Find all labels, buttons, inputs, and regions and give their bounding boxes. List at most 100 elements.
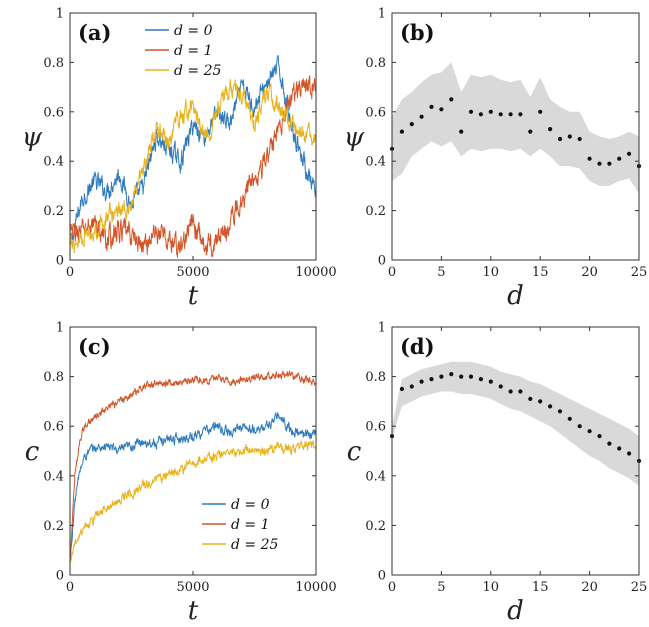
x-tick-label: 5000 [176,580,209,595]
legend-entry: d = 1 [231,517,270,533]
data-point [419,114,424,119]
axes-frame [391,326,640,576]
x-tick-label: 15 [532,265,549,280]
y-axis-label: c [25,437,40,467]
y-axis-label: ψ [344,123,365,153]
data-point [567,134,572,139]
x-tick-label: 0 [66,580,74,595]
data-point [597,161,602,166]
legend: d = 0 d = 1 d = 25 [145,23,222,79]
series-line-d0 [70,54,316,246]
x-tick-label: 20 [581,580,598,595]
data-point [508,112,513,117]
series-line-d0 [70,412,316,562]
data-point [498,112,503,117]
x-tick-label: 5 [437,265,445,280]
data-point [498,384,503,389]
data-point [488,379,493,384]
y-tick-label: 1 [378,321,386,336]
y-tick-label: 0.4 [365,155,386,170]
axes-frame [391,12,640,261]
series-line-d25 [70,440,316,564]
y-tick-label: 0.4 [43,155,64,170]
x-tick-label: 10 [483,580,500,595]
x-tick-label: 10000 [295,580,336,595]
panel-label: (b) [400,20,435,45]
y-tick-label: 0 [378,569,386,584]
y-tick-label: 0.2 [43,204,64,219]
data-point [439,107,444,112]
data-point [587,429,592,434]
y-tick-label: 0 [56,254,64,269]
x-axis-label: t [188,281,199,311]
data-point [607,441,612,446]
data-point [538,399,543,404]
y-tick-label: 0 [378,254,386,269]
data-point [488,109,493,114]
x-tick-label: 20 [581,265,598,280]
y-axis-label: ψ [22,123,43,153]
series-line-d1 [70,75,316,258]
y-tick-label: 0.2 [365,519,386,534]
data-point [409,384,414,389]
data-point [557,136,563,142]
data-point [528,396,533,401]
data-point [557,409,563,414]
panel-label: (a) [78,20,111,45]
legend-entry: d = 0 [174,23,213,39]
y-tick-label: 0.8 [365,370,386,385]
data-point [548,404,553,409]
data-point [419,379,424,384]
legend: d = 0 d = 1 d = 25 [202,497,279,553]
data-point [468,374,474,379]
x-tick-label: 25 [631,580,648,595]
legend-entry: d = 0 [231,497,270,513]
data-point [478,112,483,117]
data-point [429,377,434,382]
data-point [587,156,592,161]
data-point [577,424,582,429]
x-axis-label: d [507,596,524,626]
data-point [577,136,582,142]
legend-entry: d = 25 [231,537,279,553]
legend-entry: d = 25 [174,63,222,79]
series-line-d25 [70,78,316,254]
x-tick-label: 0 [388,580,396,595]
data-point [449,372,454,377]
data-point [508,389,513,394]
panel-label: (d) [400,334,435,359]
data-point [439,374,444,379]
x-tick-label: 25 [631,265,648,280]
data-point [548,127,553,132]
y-tick-label: 0.4 [43,469,64,484]
data-point [468,109,474,114]
x-tick-label: 5 [437,580,445,595]
y-axis-label: c [347,437,362,467]
data-point [627,451,632,456]
y-tick-label: 0.6 [43,420,64,435]
data-point [459,129,464,134]
series-line-d1 [70,370,316,562]
x-axis-label: t [188,596,199,626]
y-tick-label: 0.2 [43,519,64,534]
y-tick-label: 1 [378,7,386,22]
data-point [478,377,483,382]
data-point [617,156,622,161]
panel-label: (c) [78,334,111,359]
data-point [399,386,404,392]
data-point [449,97,454,102]
y-tick-label: 0.8 [43,370,64,385]
confidence-band [392,62,639,194]
panel-b: 0 5 10 15 20 25 0 0.2 0.4 0.6 0.8 1 d ψ (b) [344,7,647,312]
y-tick-label: 0.2 [365,204,386,219]
y-tick-label: 0.8 [365,56,386,71]
y-tick-label: 1 [56,7,64,22]
y-tick-label: 1 [56,321,64,336]
x-tick-label: 10 [483,265,500,280]
data-point [617,446,622,451]
y-tick-label: 0 [56,569,64,584]
data-point [538,109,543,114]
